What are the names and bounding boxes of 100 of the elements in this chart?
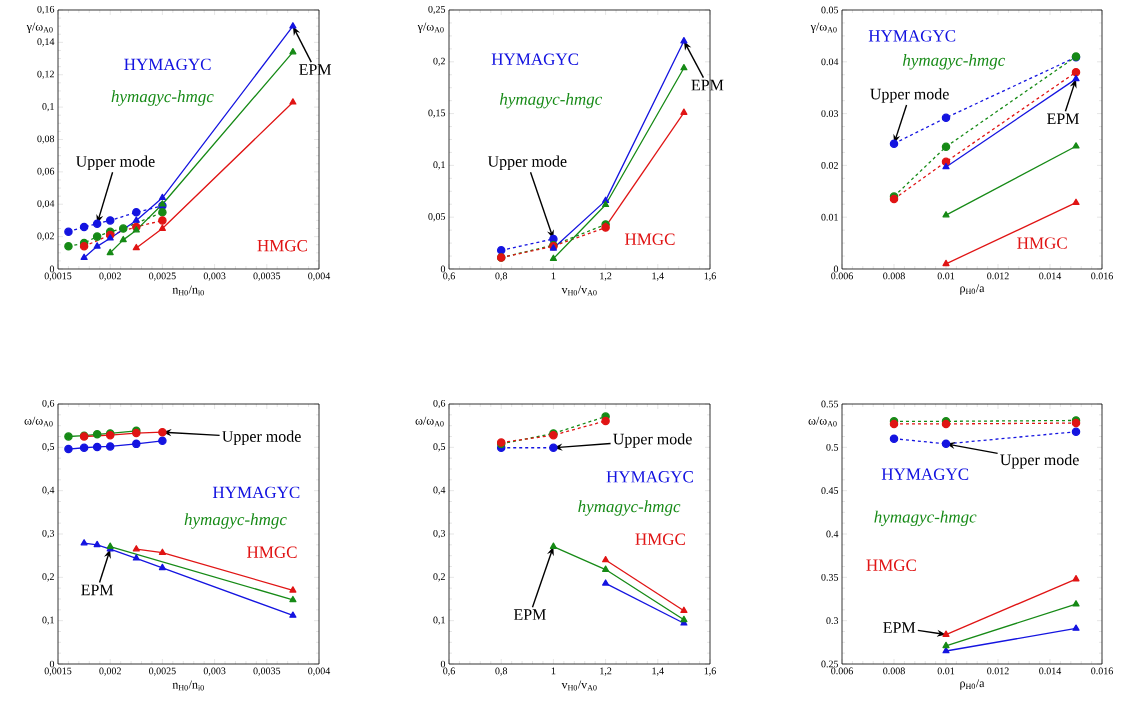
text: HYMAGYC <box>881 468 969 480</box>
x-axis-title: v$_{H0}$/v$_{A0}$ <box>561 680 597 691</box>
y-tick-label: 0,15 <box>428 109 446 118</box>
annotation: EPM <box>1047 113 1079 125</box>
x-tick-label: 0,002 <box>99 272 121 281</box>
annotation: Upper mode <box>222 430 301 446</box>
x-tick-label: 0.014 <box>1039 272 1062 280</box>
x-tick-label: 0,0015 <box>44 667 72 676</box>
x-tick-label: 0.014 <box>1039 667 1062 675</box>
x-axis-title: ρ$_{H0}$/a <box>960 679 985 690</box>
x-tick-label: 0.006 <box>831 272 853 280</box>
y-tick-label: 0 <box>49 265 55 273</box>
annotation: Upper mode <box>1000 453 1079 469</box>
x-tick-label: 0.012 <box>987 667 1009 675</box>
text: HYMAGYC <box>868 30 956 42</box>
y-tick-label: 0,6 <box>42 399 55 409</box>
y-tick-label: 0,02 <box>37 232 54 241</box>
x-axis-title: n$_{H0}$/n$_{i0}$ <box>172 285 204 296</box>
text: hymagyc-hmgc <box>184 513 287 529</box>
y-tick-label: 0.3 <box>826 617 839 625</box>
x-tick-label: 0,0035 <box>253 667 281 676</box>
y-tick-label: 0.04 <box>821 58 839 66</box>
annotation: EPM <box>299 64 332 75</box>
y-tick-label: 0,1 <box>433 161 445 170</box>
y-tick-label: 0.02 <box>821 162 838 169</box>
x-axis-title: v$_{H0}$/v$_{A0}$ <box>561 285 597 296</box>
x-tick-label: 0,003 <box>203 667 226 676</box>
x-tick-label: 0,0025 <box>149 667 176 676</box>
x-tick-label: 1,2 <box>600 667 612 676</box>
y-tick-label: 0.03 <box>821 110 839 117</box>
annotation: Upper mode <box>487 155 567 171</box>
series-label: hymagyc-hmgc <box>111 90 214 106</box>
x-tick-label: 0,0015 <box>44 272 72 281</box>
x-tick-label: 0.008 <box>883 272 905 280</box>
annotation: Upper mode <box>870 88 949 103</box>
x-tick-label: 0.012 <box>987 272 1009 280</box>
y-tick-label: 0,5 <box>42 443 55 452</box>
y-axis-title: γ/ω$_{A0}$ <box>810 22 837 34</box>
text: HYMAGYC <box>606 471 693 483</box>
text: hymagyc-hmgc <box>499 92 603 109</box>
series-label: HMGC <box>247 546 297 558</box>
text: HYMAGYC <box>124 58 211 71</box>
y-axis-title: ω/ω$_{A0}$ <box>24 416 53 427</box>
x-tick-label: 0,0025 <box>149 272 176 281</box>
y-tick-label: 0 <box>440 660 446 668</box>
y-tick-label: 0,1 <box>433 616 445 625</box>
y-tick-label: 0,3 <box>433 529 446 539</box>
y-tick-label: 0.25 <box>821 660 839 668</box>
x-tick-label: 1,2 <box>600 272 612 281</box>
annotation: EPM <box>81 584 114 596</box>
x-tick-label: 0,004 <box>308 667 331 676</box>
y-tick-label: 0.5 <box>826 443 839 451</box>
x-tick-label: 0.016 <box>1091 272 1113 280</box>
y-tick-label: 0,06 <box>37 167 55 176</box>
y-axis-title: γ/ω$_{A0}$ <box>26 22 53 34</box>
text: hymagyc-hmgc <box>578 500 681 516</box>
y-tick-label: 0,2 <box>433 573 445 582</box>
x-tick-label: 0.01 <box>937 667 955 675</box>
y-axis-title: γ/ω$_{A0}$ <box>417 22 444 34</box>
y-tick-label: 0,6 <box>433 399 446 409</box>
y-tick-label: 0.01 <box>821 213 838 221</box>
y-tick-label: 0,12 <box>37 70 54 79</box>
y-tick-label: 0.55 <box>821 400 839 408</box>
text: hymagyc-hmgc <box>902 54 1006 70</box>
y-tick-label: 0,4 <box>42 486 55 495</box>
x-tick-label: 0,8 <box>495 667 508 676</box>
series-label: HMGC <box>635 533 685 545</box>
x-tick-label: 1,4 <box>652 272 664 281</box>
y-tick-label: 0,25 <box>428 5 446 15</box>
y-tick-label: 0,2 <box>42 573 54 582</box>
y-tick-label: 0,04 <box>37 200 55 209</box>
y-tick-label: 0,08 <box>37 135 55 144</box>
x-tick-label: 0,8 <box>495 272 508 281</box>
y-tick-label: 0,14 <box>37 38 55 47</box>
y-tick-label: 0,3 <box>42 529 55 539</box>
x-tick-label: 0.008 <box>883 667 905 675</box>
x-tick-label: 1 <box>551 667 556 675</box>
y-tick-label: 0,1 <box>42 103 54 112</box>
series-label: HMGC <box>1017 237 1067 249</box>
y-axis-title: ω/ω$_{A0}$ <box>415 416 444 427</box>
x-tick-label: 1,4 <box>652 667 664 676</box>
y-tick-label: 0 <box>49 660 55 668</box>
y-tick-label: 0,1 <box>42 616 54 625</box>
x-tick-label: 0,004 <box>308 272 331 281</box>
annotation: EPM <box>883 622 916 633</box>
x-axis-title: ρ$_{H0}$/a <box>960 284 985 295</box>
y-tick-label: 0,16 <box>37 5 55 15</box>
text: hymagyc-hmgc <box>874 510 977 527</box>
x-tick-label: 0.01 <box>937 272 955 280</box>
series-label: HMGC <box>624 233 675 245</box>
y-tick-label: 0.4 <box>826 530 839 538</box>
y-tick-label: 0.35 <box>821 573 839 581</box>
y-tick-label: 0.05 <box>821 6 839 14</box>
annotation: Upper mode <box>75 155 155 171</box>
y-tick-label: 0 <box>440 265 446 273</box>
y-tick-label: 0,05 <box>428 213 446 222</box>
text: HMGC <box>257 239 308 252</box>
y-tick-label: 0,5 <box>433 443 446 452</box>
y-tick-label: 0,4 <box>433 486 446 495</box>
x-tick-label: 1,6 <box>704 272 716 281</box>
